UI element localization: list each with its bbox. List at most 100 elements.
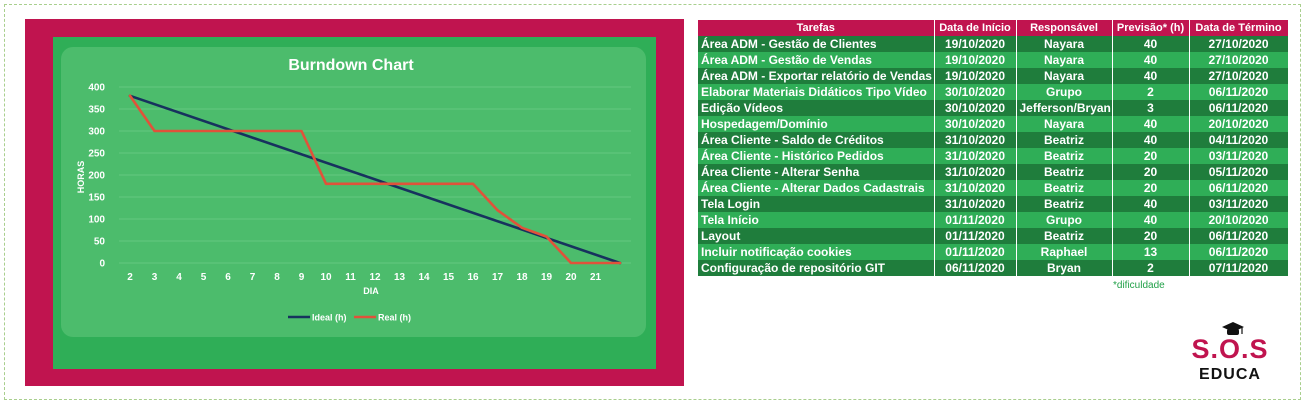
cell-responsavel: Nayara: [1016, 68, 1113, 84]
cell-tarefa: Incluir notificação cookies: [698, 244, 935, 260]
cell-previsao: 40: [1112, 52, 1190, 68]
logo-sos-text: S.O.S: [1191, 334, 1269, 364]
table-row: Hospedagem/Domínio 30/10/2020 Nayara 40 20/1…: [698, 116, 1289, 132]
cell-previsao: 40: [1112, 132, 1190, 148]
cell-data-termino: 20/10/2020: [1189, 212, 1289, 228]
chart-legend: Ideal (h) Real (h): [288, 313, 411, 323]
y-tick-label: 350: [88, 105, 105, 116]
cell-responsavel: Beatriz: [1016, 148, 1113, 164]
cell-data-termino: 27/10/2020: [1189, 52, 1289, 68]
table-row: Incluir notificação cookies 01/11/2020 Rap…: [698, 244, 1289, 260]
cell-data-inicio: 19/10/2020: [934, 52, 1017, 68]
cell-tarefa: Layout: [698, 228, 935, 244]
cell-responsavel: Beatriz: [1016, 132, 1113, 148]
table-row: Área Cliente - Histórico Pedidos 31/10/20…: [698, 148, 1289, 164]
cell-data-inicio: 01/11/2020: [934, 228, 1017, 244]
legend-label: Real (h): [378, 313, 411, 323]
cell-data-termino: 20/10/2020: [1189, 116, 1289, 132]
cell-tarefa: Edição Vídeos: [698, 100, 935, 116]
cell-responsavel: Beatriz: [1016, 180, 1113, 196]
page-frame: [4, 4, 1301, 400]
table-row: Área ADM - Gestão de Vendas 19/10/2020 Nay…: [698, 52, 1289, 68]
cell-responsavel: Beatriz: [1016, 196, 1113, 212]
cell-previsao: 40: [1112, 68, 1190, 84]
sos-educa-logo: S.O.S EDUCA: [1180, 322, 1280, 386]
cell-previsao: 2: [1112, 84, 1190, 100]
cell-previsao: 20: [1112, 180, 1190, 196]
x-tick-label: 9: [299, 272, 305, 283]
table-header-row: Tarefas Data de Início Responsável Previ…: [698, 20, 1289, 36]
chart-area: Burndown Chart 0 50 100 150 200 250 300 350 400 …: [61, 47, 646, 337]
graduation-cap-icon: [1222, 322, 1244, 335]
x-tick-label: 13: [394, 272, 406, 283]
y-tick-label: 100: [88, 215, 105, 226]
y-tick-label: 200: [88, 171, 105, 182]
cell-data-inicio: 31/10/2020: [934, 148, 1017, 164]
chart-title: Burndown Chart: [288, 57, 414, 74]
x-tick-label: 4: [176, 272, 182, 283]
cell-data-termino: 27/10/2020: [1189, 36, 1289, 52]
cell-data-inicio: 19/10/2020: [934, 68, 1017, 84]
chart-panel: Burndown Chart 0 50 100 150 200 250 300 350 400 …: [25, 19, 684, 386]
x-tick-label: 8: [274, 272, 280, 283]
table-row: Configuração de repositório GIT 06/11/202…: [698, 260, 1289, 276]
x-tick-label: 16: [467, 272, 479, 283]
table-row: Área ADM - Gestão de Clientes 19/10/2020 N…: [698, 36, 1289, 52]
cell-tarefa: Área ADM - Exportar relatório de Vendas: [698, 68, 935, 84]
header-previsao: Previsão* (h): [1112, 20, 1190, 36]
table-row: Elaborar Materiais Didáticos Tipo Vídeo 3…: [698, 84, 1289, 100]
table-row: Tela Início 01/11/2020 Grupo 40 20/10/2020: [698, 212, 1289, 228]
chart-grid: [119, 86, 631, 264]
cell-data-inicio: 31/10/2020: [934, 164, 1017, 180]
y-axis-label: HORAS: [76, 161, 86, 194]
y-tick-label: 250: [88, 149, 105, 160]
cell-data-inicio: 01/11/2020: [934, 212, 1017, 228]
cell-previsao: 40: [1112, 196, 1190, 212]
cell-tarefa: Área Cliente - Histórico Pedidos: [698, 148, 935, 164]
series-line-1: [128, 94, 622, 265]
cell-data-termino: 03/11/2020: [1189, 148, 1289, 164]
table-row: Tela Login 31/10/2020 Beatriz 40 03/11/2020: [698, 196, 1289, 212]
cell-tarefa: Área Cliente - Saldo de Créditos: [698, 132, 935, 148]
cell-data-termino: 06/11/2020: [1189, 100, 1289, 116]
cell-tarefa: Área ADM - Gestão de Vendas: [698, 52, 935, 68]
cell-data-termino: 04/11/2020: [1189, 132, 1289, 148]
cell-data-inicio: 31/10/2020: [934, 180, 1017, 196]
cell-data-termino: 05/11/2020: [1189, 164, 1289, 180]
cell-previsao: 3: [1112, 100, 1190, 116]
cell-previsao: 40: [1112, 36, 1190, 52]
x-tick-label: 18: [516, 272, 528, 283]
x-tick-label: 11: [345, 272, 356, 283]
cell-data-inicio: 01/11/2020: [934, 244, 1017, 260]
cell-data-inicio: 30/10/2020: [934, 84, 1017, 100]
x-axis-ticks: 2 3 4 5 6 7 8 9 10 11 12 13 14 15 16 17 18 19 20 21: [127, 272, 601, 283]
burndown-chart: Burndown Chart 050100150200250300350400 …: [76, 57, 631, 323]
cell-tarefa: Área Cliente - Alterar Dados Cadastrais: [698, 180, 935, 196]
footnote: *dificuldade: [1113, 280, 1165, 291]
cell-responsavel: Beatriz: [1016, 164, 1113, 180]
chart-background: Burndown Chart 0 50 100 150 200 250 300 350 400 …: [53, 37, 656, 369]
x-tick-label: 5: [201, 272, 207, 283]
x-tick-label: 10: [320, 272, 332, 283]
cell-data-termino: 06/11/2020: [1189, 180, 1289, 196]
x-tick-label: 20: [565, 272, 577, 283]
cell-data-inicio: 31/10/2020: [934, 132, 1017, 148]
y-axis-ticks: 0 50 100 150 200 250 300 350 400: [88, 83, 105, 270]
cell-previsao: 20: [1112, 148, 1190, 164]
cell-responsavel: Grupo: [1016, 212, 1113, 228]
x-tick-label: 3: [152, 272, 158, 283]
cell-data-inicio: 19/10/2020: [934, 36, 1017, 52]
cell-data-termino: 03/11/2020: [1189, 196, 1289, 212]
cell-tarefa: Área ADM - Gestão de Clientes: [698, 36, 935, 52]
x-tick-label: 21: [590, 272, 602, 283]
x-tick-label: 17: [492, 272, 504, 283]
table-row: Área Cliente - Saldo de Créditos 31/10/20…: [698, 132, 1289, 148]
header-data-inicio: Data de Início: [934, 20, 1017, 36]
header-data-termino: Data de Término: [1189, 20, 1289, 36]
cell-tarefa: Área Cliente - Alterar Senha: [698, 164, 935, 180]
x-tick-label: 6: [225, 272, 231, 283]
cell-responsavel: Beatriz: [1016, 228, 1113, 244]
cell-previsao: 20: [1112, 228, 1190, 244]
header-tarefas: Tarefas: [698, 20, 935, 36]
cell-previsao: 40: [1112, 212, 1190, 228]
